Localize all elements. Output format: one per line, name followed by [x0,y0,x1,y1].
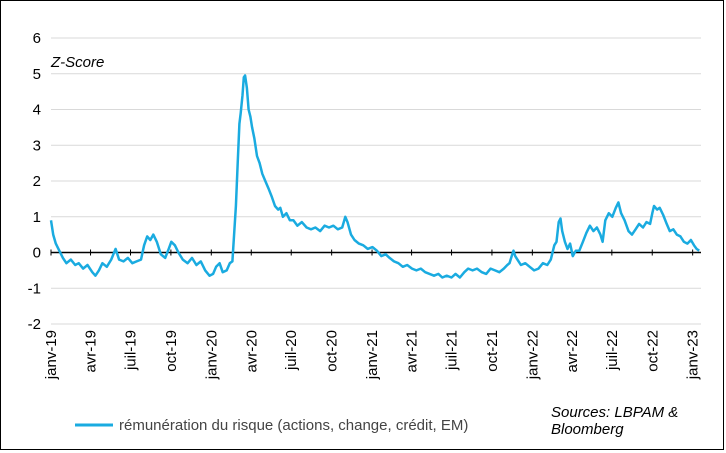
y-tick-label: 2 [33,173,41,190]
y-tick-label: 5 [33,66,41,83]
x-tick-label: oct-22 [644,330,661,372]
y-tick-label: 1 [33,209,41,226]
y-tick-label: 6 [33,30,41,47]
x-tick-label: janv-20 [203,330,220,380]
x-tick-label: janv-22 [524,330,541,380]
x-tick-label: juil-19 [122,330,139,371]
y-tick-label: 3 [33,137,41,154]
x-tick-label: janv-23 [685,330,702,380]
x-axis-tick-labels: janv-19 avr-19 juil-19 oct-19 janv-20 avr-20 j… [43,330,702,380]
y-tick-label: -1 [28,280,41,297]
series-layer [49,74,700,279]
gridlines [51,37,701,325]
source-note-line-1: Sources: LBPAM & [551,404,678,421]
x-tick-label: avr-20 [243,330,260,373]
y-tick-label: -2 [28,316,41,333]
x-tick-label: janv-21 [364,330,381,380]
x-tick-label: oct-21 [484,330,501,372]
x-tick-label: avr-22 [564,330,581,373]
series-line [49,74,700,279]
legend-label: rémunération du risque (actions, change,… [119,417,468,434]
x-tick-label: avr-19 [83,330,100,373]
x-tick-label: janv-19 [43,330,60,380]
source-note-line-2: Bloomberg [551,421,624,438]
x-tick-label: oct-19 [163,330,180,372]
legend: rémunération du risque (actions, change,… [75,417,468,434]
x-tick-label: juil-21 [444,330,461,371]
y-tick-label: 4 [33,102,41,119]
y-axis-tick-labels: 6 5 4 3 2 1 0 -1 -2 [28,30,41,333]
x-tick-label: juil-20 [283,330,300,371]
y-axis-label: Z-Score [50,54,104,71]
x-tick-label: avr-21 [404,330,421,373]
x-tick-label: juil-22 [604,330,621,371]
y-tick-label: 0 [33,245,41,262]
x-tick-label: oct-20 [324,330,341,372]
